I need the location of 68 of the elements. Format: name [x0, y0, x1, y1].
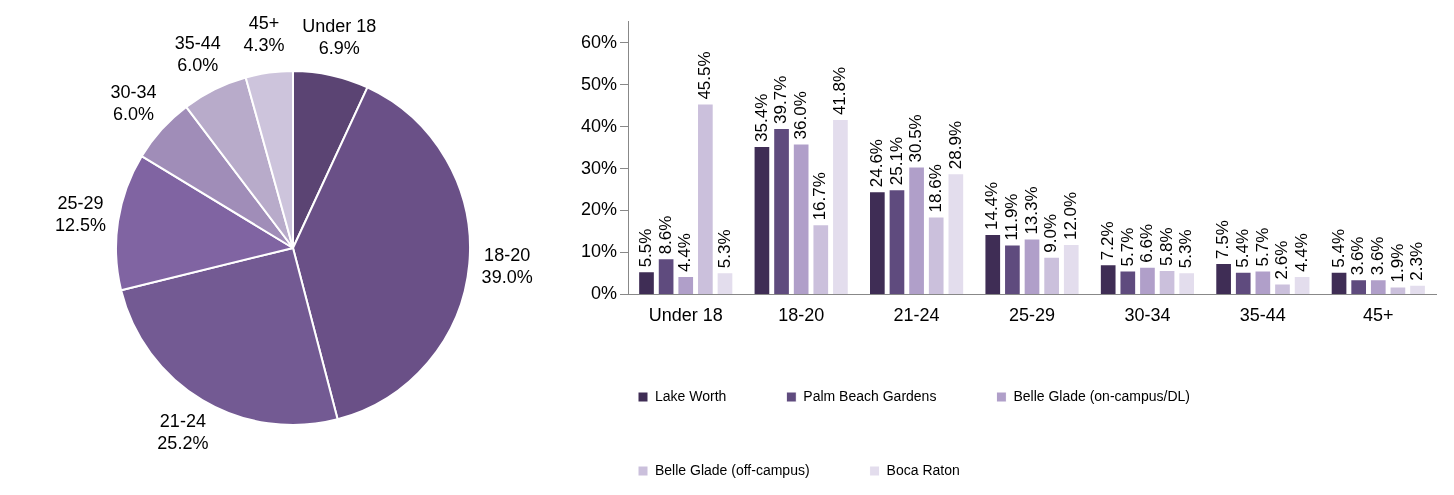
data-label: 1.9% [1387, 243, 1407, 283]
slice-label: 21-24 [159, 410, 206, 431]
data-label: 5.5% [636, 228, 656, 268]
data-label: 5.8% [1156, 227, 1176, 267]
y-tick-label: 20% [581, 199, 618, 220]
data-label: 7.5% [1213, 220, 1233, 259]
x-tick-label: 45+ [1363, 305, 1394, 326]
y-tick-label: 10% [581, 241, 618, 262]
data-label: 41.8% [830, 66, 850, 116]
x-tick-label: 30-34 [1124, 305, 1171, 326]
data-label: 4.4% [1291, 233, 1311, 272]
data-label: 24.6% [867, 139, 887, 188]
data-label: 18.6% [925, 164, 945, 213]
slice-label: 18-20 [484, 245, 531, 266]
slice-label: Under 18 [302, 16, 377, 37]
data-label: 39.7% [771, 75, 791, 124]
y-tick-label: 50% [581, 73, 618, 94]
data-label: 5.4% [1328, 229, 1348, 268]
data-label: 5.7% [1117, 227, 1137, 267]
legend-label: Boca Raton [886, 461, 960, 478]
data-label: 2.3% [1407, 242, 1427, 281]
x-tick-label: 25-29 [1008, 305, 1056, 326]
data-label: 6.6% [1137, 223, 1157, 263]
data-label: 25.1% [886, 136, 906, 186]
data-label: 2.6% [1272, 240, 1292, 280]
data-label: 6.9% [318, 38, 360, 59]
data-label: 5.7% [1252, 227, 1272, 267]
data-label: 13.3% [1021, 186, 1041, 235]
x-tick-label: 21-24 [893, 305, 940, 326]
y-tick-label: 0% [591, 283, 618, 304]
data-label: 45.5% [695, 51, 715, 100]
y-tick-label: 30% [581, 157, 618, 178]
data-label: 8.6% [655, 215, 675, 255]
data-label: 5.3% [1176, 229, 1196, 269]
x-tick-label: 35-44 [1239, 305, 1286, 326]
data-label: 5.3% [714, 229, 734, 269]
data-label: 6.0% [112, 103, 154, 124]
data-label: 16.7% [810, 172, 830, 221]
data-label: 5.4% [1232, 229, 1252, 268]
x-tick-label: Under 18 [648, 305, 723, 326]
x-tick-label: 18-20 [778, 305, 825, 326]
data-label: 4.3% [243, 34, 285, 55]
data-label: 35.4% [751, 93, 771, 142]
data-label: 12.5% [54, 215, 107, 236]
slice-label: 25-29 [57, 193, 104, 214]
data-label: 30.5% [906, 114, 926, 163]
legend-label: Belle Glade (off-campus) [655, 461, 810, 478]
data-label: 3.6% [1348, 236, 1368, 276]
data-label: 39.0% [481, 267, 533, 288]
legend-label: Lake Worth [655, 387, 727, 404]
legend-label: Belle Glade (on-campus/DL) [1013, 387, 1191, 404]
data-label: 9.0% [1041, 213, 1061, 253]
y-tick-label: 40% [581, 115, 618, 136]
y-tick-label: 60% [581, 31, 618, 52]
data-label: 36.0% [790, 91, 810, 140]
data-label: 12.0% [1060, 191, 1080, 241]
slice-label: 30-34 [110, 81, 157, 102]
slice-label: 45+ [248, 12, 280, 33]
data-label: 3.6% [1367, 236, 1387, 276]
data-label: 7.2% [1097, 221, 1117, 261]
data-label: 6.0% [177, 55, 219, 76]
slice-label: 35-44 [174, 33, 221, 54]
data-label: 28.9% [945, 120, 965, 170]
legend-label: Palm Beach Gardens [803, 387, 937, 404]
data-label: 4.4% [675, 233, 695, 272]
data-label: 14.4% [982, 181, 1002, 231]
data-label: 25.2% [157, 432, 209, 453]
data-label: 11.9% [1002, 193, 1022, 241]
